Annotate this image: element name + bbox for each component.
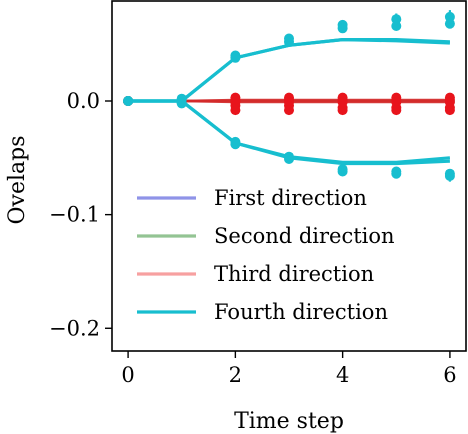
x-tick-label: 6 (443, 363, 456, 387)
x-tick-label: 4 (336, 363, 349, 387)
series-line (128, 37, 450, 103)
x-axis-label: Time step (234, 409, 344, 434)
y-axis-label: Ovelaps (5, 135, 30, 224)
data-point (123, 96, 134, 106)
y-axis: 0.0 −0.1 −0.2 (49, 89, 112, 340)
plot-frame (111, 0, 467, 352)
series-line (128, 37, 450, 103)
data-point (444, 105, 455, 116)
y-tick-label: 0.0 (67, 89, 100, 113)
legend: First direction Second direction Third dir… (137, 186, 395, 324)
data-point (391, 21, 402, 31)
data-point (230, 52, 241, 63)
data-point (284, 105, 294, 116)
legend-label: Second direction (214, 224, 395, 248)
y-tick-label: −0.1 (49, 203, 100, 227)
data-point (230, 139, 241, 150)
data-point (230, 105, 241, 116)
legend-label: Fourth direction (214, 300, 388, 324)
data-point (176, 98, 187, 109)
legend-label: First direction (214, 186, 367, 210)
x-tick-label: 0 (121, 363, 134, 387)
data-point (391, 105, 402, 116)
y-tick-label: −0.2 (49, 316, 100, 340)
data-point (284, 154, 294, 164)
x-axis: 0 2 4 6 (121, 351, 457, 387)
legend-label: Third direction (214, 262, 374, 286)
x-tick-label: 2 (229, 363, 242, 387)
plot-content (123, 10, 455, 182)
series-2 (123, 92, 455, 116)
series-3 (123, 10, 455, 182)
data-point (284, 36, 294, 47)
data-point (337, 105, 348, 116)
